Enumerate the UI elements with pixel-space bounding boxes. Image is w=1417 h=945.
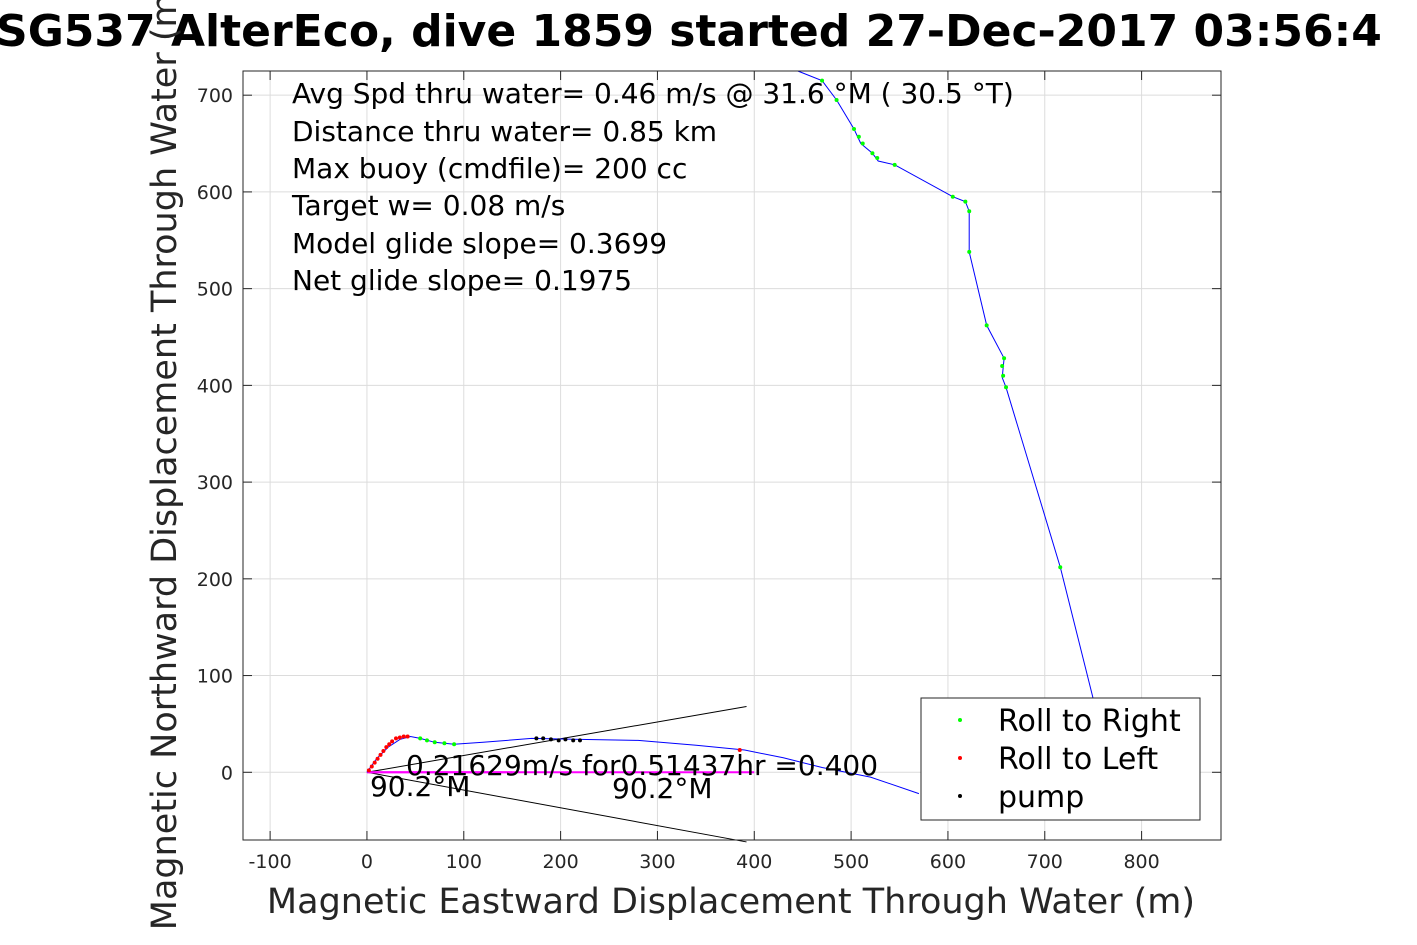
track-line: [797, 70, 1094, 699]
x-tick-label: 500: [833, 851, 869, 873]
track-point: [950, 194, 955, 199]
track-point: [387, 742, 392, 747]
track-point: [366, 768, 371, 773]
track-markers: [366, 78, 1063, 773]
x-tick-label: 700: [1027, 851, 1063, 873]
x-tick-label: 400: [736, 851, 772, 873]
x-tick-label: 300: [639, 851, 675, 873]
x-tick-label: 200: [542, 851, 578, 873]
annotation-max-buoy: Max buoy (cmdfile)= 200 cc: [292, 152, 687, 185]
track-point: [548, 737, 553, 742]
plot-frame: [242, 70, 1222, 841]
y-tick-label: 600: [197, 182, 233, 204]
track-point: [963, 199, 968, 204]
legend-marker-roll-left: [958, 756, 962, 760]
x-tick-label: 0: [361, 851, 373, 873]
track-point: [1002, 356, 1007, 361]
legend: Roll to Right Roll to Left pump: [920, 697, 1201, 821]
current-label: 0.21629m/s for0.51437hr =0.400: [406, 749, 878, 782]
track-point: [1058, 565, 1063, 570]
track-point: [563, 737, 568, 742]
track-point: [834, 98, 839, 103]
track-point: [870, 151, 875, 156]
x-tick-label: 600: [930, 851, 966, 873]
wedge-line: [366, 771, 747, 843]
track-point: [875, 156, 880, 161]
y-tick-label: 100: [197, 666, 233, 688]
track-point: [401, 734, 406, 739]
track-point: [534, 736, 539, 741]
track-point: [372, 760, 377, 765]
x-axis-label: Magnetic Eastward Displacement Through W…: [267, 882, 1195, 922]
track-point: [1001, 373, 1006, 378]
axis-ticks: -100 0 100 200 300 400 500 600 700 800 0 100 200 300 4…: [197, 71, 1221, 873]
x-tick-label: 100: [446, 851, 482, 873]
annotation-avg-speed: Avg Spd thru water= 0.46 m/s @ 31.6 °M (…: [292, 77, 1014, 110]
track-point: [737, 748, 742, 753]
track-point: [860, 141, 865, 146]
y-tick-label: 400: [197, 375, 233, 397]
track-point: [381, 749, 386, 754]
annotation-net-glide: Net glide slope= 0.1975: [292, 264, 632, 297]
track-point: [556, 738, 561, 743]
y-tick-label: 0: [221, 762, 233, 784]
track-point: [432, 740, 437, 745]
y-axis-label: Magnetic Northward Displacement Through …: [145, 0, 185, 930]
y-tick-label: 700: [197, 85, 233, 107]
legend-marker-pump: [958, 794, 962, 798]
track-point: [378, 752, 383, 757]
track-point: [418, 736, 423, 741]
track-point: [393, 736, 398, 741]
track-point: [397, 735, 402, 740]
track-point: [892, 162, 897, 167]
y-tick-label: 300: [197, 472, 233, 494]
track-point: [375, 756, 380, 761]
track-point: [571, 738, 576, 743]
heading-label: 90.2°M: [370, 770, 471, 803]
legend-label-pump: pump: [998, 780, 1084, 815]
legend-marker-roll-right: [958, 718, 962, 722]
track-point: [852, 127, 857, 132]
legend-box: [920, 697, 1201, 821]
track-point: [452, 742, 457, 747]
track-point: [967, 209, 972, 214]
track-point: [369, 764, 374, 769]
track-point: [856, 134, 861, 139]
track-point: [1000, 364, 1005, 369]
stats-annotations: Avg Spd thru water= 0.46 m/s @ 31.6 °M (…: [291, 77, 1014, 297]
track-point: [384, 745, 389, 750]
annotation-distance: Distance thru water= 0.85 km: [292, 115, 717, 148]
annotation-model-glide: Model glide slope= 0.3699: [292, 227, 667, 260]
track-point: [541, 736, 546, 741]
track-point: [984, 323, 989, 328]
track-point: [1004, 385, 1009, 390]
legend-label-roll-right: Roll to Right: [998, 704, 1181, 739]
x-tick-label: -100: [249, 851, 292, 873]
heading-label: 90.2°M: [612, 772, 713, 805]
track-point: [424, 738, 429, 743]
heading-labels: 90.2°M 90.2°M: [370, 770, 713, 805]
legend-label-roll-left: Roll to Left: [998, 742, 1158, 777]
chart-title: SG537 AlterEco, dive 1859 started 27-Dec…: [0, 6, 1382, 57]
annotation-target-w: Target w= 0.08 m/s: [291, 189, 565, 222]
x-tick-label: 800: [1123, 851, 1159, 873]
track-point: [390, 739, 395, 744]
track-point: [967, 249, 972, 254]
track-line: [366, 735, 920, 795]
track-lines: [366, 70, 1094, 795]
y-tick-label: 500: [197, 279, 233, 301]
track-point: [577, 738, 582, 743]
track-point: [442, 741, 447, 746]
track-point: [405, 734, 410, 739]
track-point: [820, 78, 825, 83]
y-tick-label: 200: [197, 569, 233, 591]
